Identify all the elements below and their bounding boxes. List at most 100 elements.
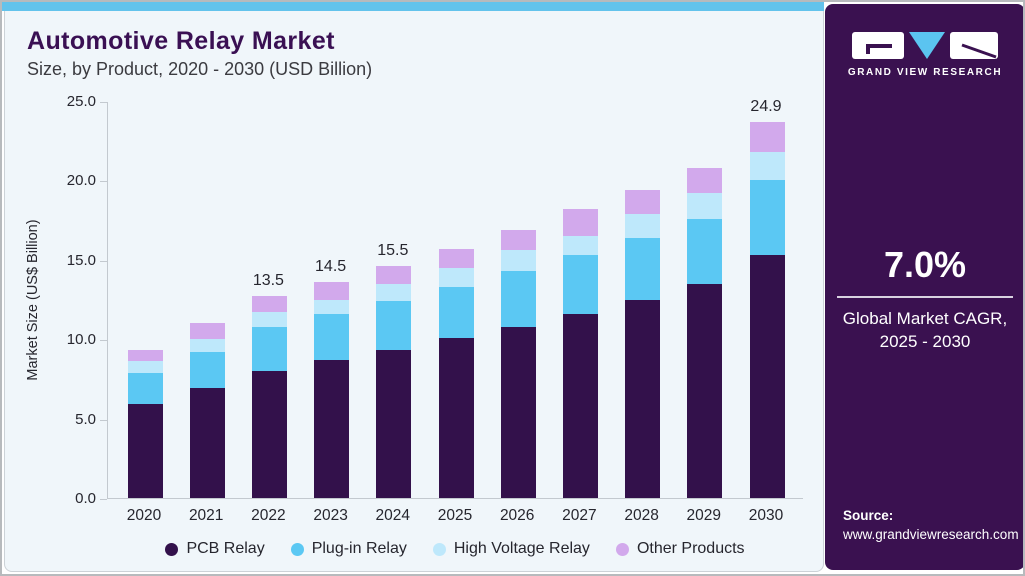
bar-segment-other-products xyxy=(438,248,474,268)
bar-2020 xyxy=(127,350,163,498)
logo-v-icon xyxy=(909,32,945,59)
y-tick-label: 5.0 xyxy=(75,410,96,428)
bar-segment-other-products xyxy=(189,323,225,340)
bar-segment-other-products xyxy=(749,121,785,152)
legend-swatch xyxy=(615,542,629,556)
legend-label: High Voltage Relay xyxy=(453,540,590,557)
bar-segment-high-voltage-relay xyxy=(314,299,350,314)
x-axis-label-2029: 2029 xyxy=(686,507,722,524)
bar-segment-other-products xyxy=(562,209,598,236)
y-tick-mark xyxy=(100,340,107,342)
cagr-label-line2: 2025 - 2030 xyxy=(879,331,971,351)
cagr-divider xyxy=(837,296,1013,298)
legend-swatch xyxy=(290,542,304,556)
legend-label: Plug-in Relay xyxy=(311,540,407,557)
legend-swatch xyxy=(432,542,446,556)
bar-segment-pcb-relay xyxy=(251,370,287,498)
x-axis-label-2026: 2026 xyxy=(499,507,535,524)
bar-segment-other-products xyxy=(127,350,163,362)
bar-segment-plug-in-relay xyxy=(251,326,287,371)
top-accent-strip xyxy=(2,2,824,11)
source-block: Source: www.grandviewresearch.com xyxy=(843,508,1019,542)
bar-segment-plug-in-relay xyxy=(314,313,350,360)
x-axis-label-2025: 2025 xyxy=(437,507,473,524)
bar-segment-pcb-relay xyxy=(314,359,350,498)
bar-2028 xyxy=(625,189,661,498)
page-title: Automotive Relay Market xyxy=(27,27,335,55)
y-tick-mark xyxy=(100,499,107,500)
bar-segment-other-products xyxy=(687,167,723,194)
bar-segment-high-voltage-relay xyxy=(376,283,412,302)
bar-segment-high-voltage-relay xyxy=(127,361,163,373)
bar-2027 xyxy=(562,209,598,498)
x-axis-label-2024: 2024 xyxy=(375,507,411,524)
bar-segment-plug-in-relay xyxy=(562,255,598,314)
bar-2024 xyxy=(376,266,412,498)
x-axis-label-2020: 2020 xyxy=(126,507,162,524)
y-tick-label: 0.0 xyxy=(75,490,96,507)
legend: PCB Relay Plug-in Relay High Voltage Relay… xyxy=(107,540,803,558)
bar-segment-plug-in-relay xyxy=(625,237,661,300)
bar-value-label: 24.9 xyxy=(750,97,782,115)
bar-segment-pcb-relay xyxy=(376,350,412,498)
bar-segment-plug-in-relay xyxy=(376,301,412,351)
bar-segment-plug-in-relay xyxy=(189,351,225,389)
y-tick-label: 25.0 xyxy=(66,93,96,110)
logo-wordmark: GRAND VIEW RESEARCH xyxy=(847,67,1003,78)
legend-item-high-voltage-relay: High Voltage Relay xyxy=(432,540,590,558)
bar-segment-pcb-relay xyxy=(438,337,474,498)
bar-segment-high-voltage-relay xyxy=(625,213,661,238)
legend-label: PCB Relay xyxy=(186,540,265,557)
bar-segment-plug-in-relay xyxy=(127,372,163,405)
bar-segment-other-products xyxy=(314,282,350,300)
bar-segment-other-products xyxy=(500,229,536,251)
y-tick-mark xyxy=(100,102,107,103)
bar-segment-other-products xyxy=(376,266,412,284)
logo-g-block xyxy=(852,32,904,59)
bar-2021 xyxy=(189,323,225,498)
bar-segment-pcb-relay xyxy=(189,388,225,498)
bar-segment-high-voltage-relay xyxy=(251,312,287,327)
bar-segment-other-products xyxy=(251,296,287,313)
bar-2023 xyxy=(314,282,350,498)
x-axis-label-2028: 2028 xyxy=(624,507,659,524)
y-tick-label: 10.0 xyxy=(66,331,96,349)
legend-item-pcb-relay: PCB Relay xyxy=(165,540,265,558)
bar-segment-pcb-relay xyxy=(127,404,163,498)
bar-2029 xyxy=(687,167,723,498)
bar-segment-pcb-relay xyxy=(562,313,598,498)
bar-segment-high-voltage-relay xyxy=(562,236,598,256)
bar-segment-plug-in-relay xyxy=(687,218,723,284)
y-tick-mark xyxy=(100,181,107,183)
bar-segment-high-voltage-relay xyxy=(687,193,723,219)
y-tick-label: 20.0 xyxy=(66,172,96,190)
gvr-logo: GRAND VIEW RESEARCH xyxy=(825,32,1023,78)
bar-segment-high-voltage-relay xyxy=(500,250,536,271)
cagr-value: 7.0% xyxy=(883,244,967,285)
chart-panel: Automotive Relay Market Size, by Product… xyxy=(4,4,824,572)
bar-2022 xyxy=(251,296,287,498)
bar-2026 xyxy=(500,229,536,498)
y-tick-mark xyxy=(100,419,107,421)
legend-item-plug-in-relay: Plug-in Relay xyxy=(290,540,407,558)
x-axis-label-2021: 2021 xyxy=(188,507,224,524)
x-axis-label-2023: 2023 xyxy=(313,507,348,524)
bar-segment-plug-in-relay xyxy=(438,286,474,338)
y-tick-mark xyxy=(100,260,107,262)
x-axis-label-2022: 2022 xyxy=(251,507,286,524)
cagr-label-line1: Global Market CAGR, xyxy=(842,309,1008,328)
plot-area xyxy=(107,102,803,499)
bar-value-label: 14.5 xyxy=(315,258,347,276)
source-url[interactable]: www.grandviewresearch.com xyxy=(843,527,1019,542)
source-label: Source: xyxy=(843,508,894,523)
bar-2030 xyxy=(749,121,785,498)
cagr-label: Global Market CAGR, 2025 - 2030 xyxy=(835,308,1015,354)
bar-segment-pcb-relay xyxy=(687,283,723,498)
gvr-logo-blocks xyxy=(852,32,998,60)
logo-r-block xyxy=(950,32,998,59)
bar-segment-plug-in-relay xyxy=(749,180,785,256)
x-axis-label-2027: 2027 xyxy=(562,507,597,524)
bar-value-label: 15.5 xyxy=(377,242,409,260)
bar-segment-pcb-relay xyxy=(500,326,536,498)
